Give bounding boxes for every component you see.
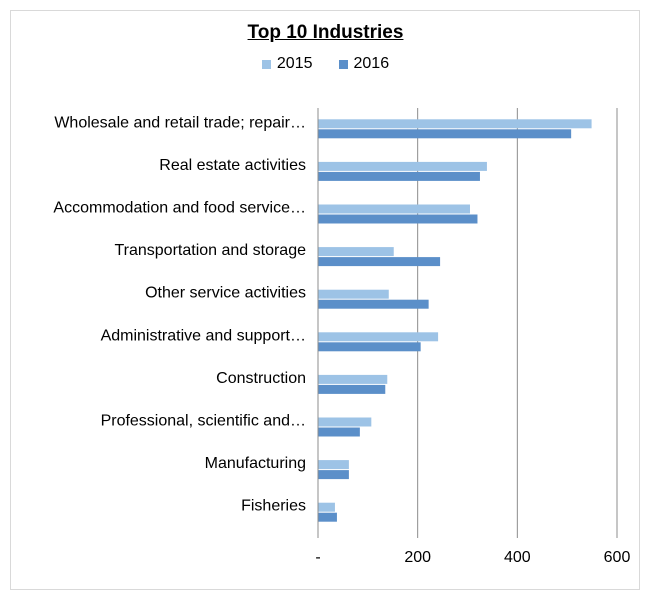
bar-2016-5 xyxy=(318,342,421,352)
category-label: Real estate activities xyxy=(159,157,306,174)
category-label: Other service activities xyxy=(145,285,306,302)
bar-2016-6 xyxy=(318,384,386,394)
bar-2015-0 xyxy=(318,119,592,129)
category-label: Fisheries xyxy=(241,498,306,515)
legend-swatch-2016 xyxy=(338,59,348,69)
bar-2016-3 xyxy=(318,257,441,267)
bar-2016-9 xyxy=(318,512,337,522)
legend-label-2016: 2016 xyxy=(353,55,390,72)
legend-swatch-2015 xyxy=(261,59,271,69)
category-label: Construction xyxy=(216,370,306,387)
bar-2015-8 xyxy=(318,460,349,470)
bar-2015-3 xyxy=(318,247,394,257)
legend-label-2015: 2015 xyxy=(276,55,313,72)
category-label: Wholesale and retail trade; repair… xyxy=(54,114,306,131)
legend-item-2016: 2016 xyxy=(338,55,390,73)
bar-2016-8 xyxy=(318,470,349,480)
bar-2016-4 xyxy=(318,299,429,309)
category-label: Professional, scientific and… xyxy=(101,413,306,430)
bar-2016-2 xyxy=(318,214,478,224)
x-tick-label: 200 xyxy=(404,549,431,566)
bar-2016-0 xyxy=(318,129,572,139)
bar-2016-1 xyxy=(318,171,480,181)
category-label: Accommodation and food service… xyxy=(53,200,306,217)
bar-2015-9 xyxy=(318,502,335,512)
x-tick-label: 400 xyxy=(504,549,531,566)
bar-2015-1 xyxy=(318,161,487,171)
category-label: Administrative and support… xyxy=(101,327,306,344)
legend: 2015 2016 xyxy=(0,55,651,73)
bar-2015-6 xyxy=(318,374,388,384)
bar-2016-7 xyxy=(318,427,360,437)
category-label: Manufacturing xyxy=(205,455,306,472)
x-tick-label: - xyxy=(315,549,320,566)
chart-title: Top 10 Industries xyxy=(247,22,404,43)
legend-item-2015: 2015 xyxy=(261,55,313,73)
bar-2015-5 xyxy=(318,332,439,342)
bar-2015-2 xyxy=(318,204,470,214)
x-tick-label: 600 xyxy=(604,549,631,566)
bar-2015-7 xyxy=(318,417,372,427)
bar-2015-4 xyxy=(318,289,389,299)
category-label: Transportation and storage xyxy=(114,242,306,259)
